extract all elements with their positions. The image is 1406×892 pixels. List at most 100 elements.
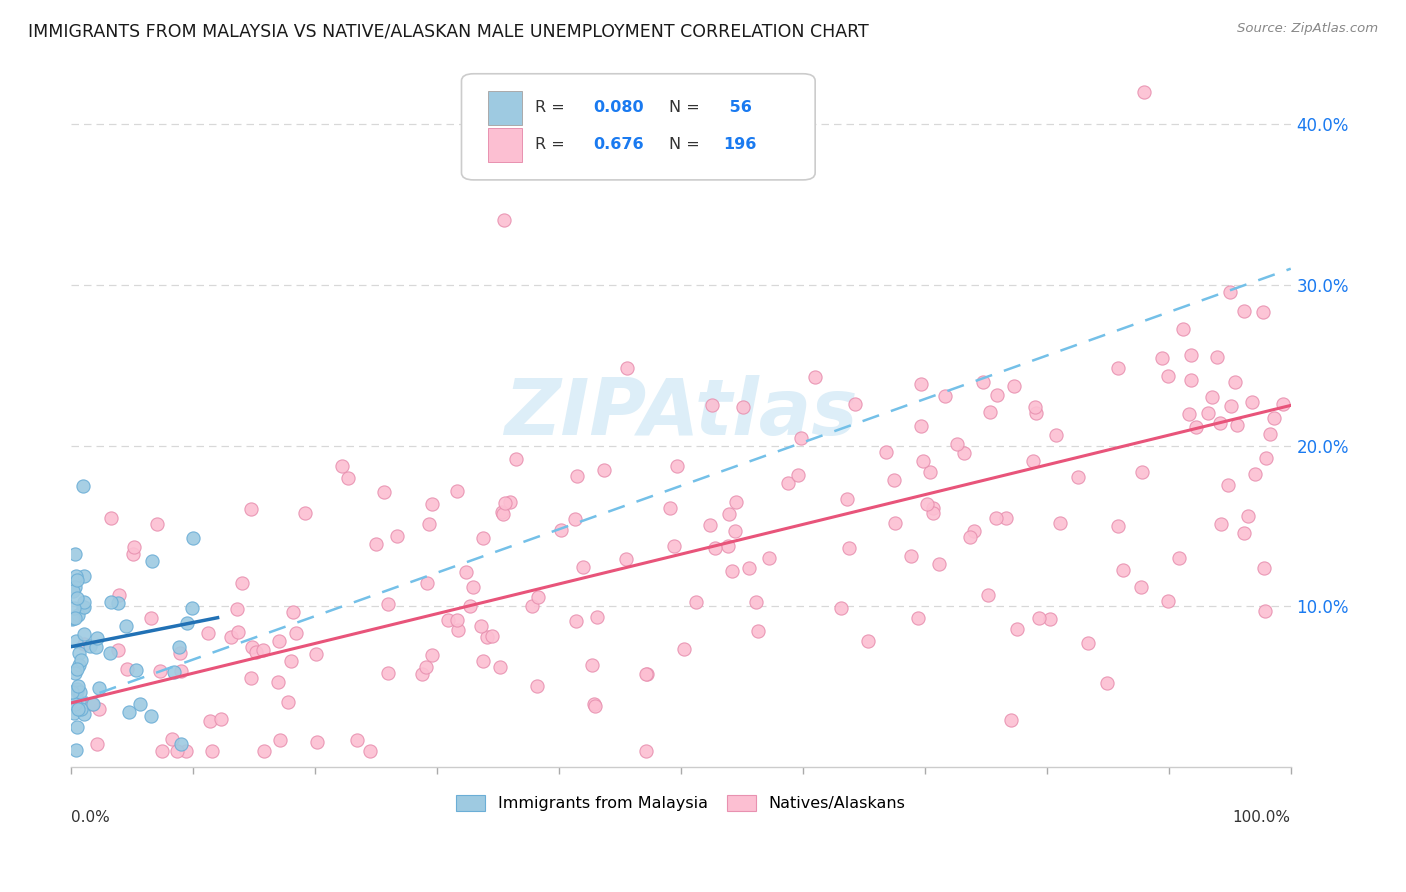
- Point: [283, 605, 305, 619]
- Point: [1107, 518, 1129, 533]
- Point: [65, 580, 87, 594]
- Point: [1112, 563, 1135, 577]
- Point: [180, 601, 202, 615]
- Point: [118, 705, 141, 719]
- Point: [100, 510, 122, 524]
- Point: [491, 507, 513, 521]
- Point: [1025, 406, 1047, 420]
- Point: [915, 497, 938, 511]
- Point: [481, 629, 503, 643]
- Point: [977, 588, 1000, 602]
- Point: [1237, 508, 1260, 523]
- Point: [62, 706, 84, 720]
- Point: [269, 732, 291, 747]
- Point: [616, 361, 638, 376]
- Text: N =: N =: [669, 137, 704, 152]
- Point: [1223, 376, 1246, 390]
- Point: [952, 446, 974, 460]
- FancyBboxPatch shape: [488, 128, 523, 161]
- Point: [84, 640, 107, 655]
- Point: [461, 580, 484, 594]
- Point: [385, 528, 408, 542]
- Point: [1177, 407, 1199, 421]
- Point: [437, 613, 460, 627]
- Point: [280, 654, 302, 668]
- Point: [67, 702, 90, 716]
- Legend: Immigrants from Malaysia, Natives/Alaskans: Immigrants from Malaysia, Natives/Alaska…: [449, 788, 914, 820]
- Point: [1256, 451, 1278, 466]
- Point: [79, 639, 101, 653]
- Point: [446, 613, 468, 627]
- Point: [717, 507, 740, 521]
- Point: [336, 470, 359, 484]
- Point: [346, 733, 368, 747]
- Point: [564, 512, 586, 526]
- Point: [80, 697, 103, 711]
- Point: [63, 547, 86, 561]
- Point: [139, 610, 162, 624]
- Point: [65, 743, 87, 757]
- Point: [226, 602, 249, 616]
- Point: [910, 377, 932, 392]
- Point: [181, 531, 204, 545]
- Point: [117, 662, 139, 676]
- Point: [69, 685, 91, 699]
- Point: [1133, 85, 1156, 99]
- Point: [499, 494, 522, 508]
- Point: [572, 559, 595, 574]
- Point: [63, 665, 86, 680]
- Point: [699, 517, 721, 532]
- Point: [1022, 454, 1045, 468]
- Point: [73, 595, 96, 609]
- Point: [1240, 394, 1263, 409]
- Point: [240, 671, 263, 685]
- Point: [1067, 470, 1090, 484]
- Point: [62, 600, 84, 615]
- Point: [472, 531, 495, 545]
- Point: [115, 619, 138, 633]
- Point: [66, 662, 89, 676]
- Point: [415, 575, 437, 590]
- Point: [1171, 322, 1194, 336]
- Point: [1244, 467, 1267, 482]
- Point: [804, 370, 827, 384]
- Point: [1107, 360, 1129, 375]
- Point: [979, 405, 1001, 419]
- Point: [1039, 612, 1062, 626]
- Point: [550, 524, 572, 538]
- Point: [912, 454, 935, 468]
- Point: [373, 485, 395, 500]
- Point: [170, 737, 193, 751]
- Point: [62, 583, 84, 598]
- Point: [252, 643, 274, 657]
- Point: [972, 375, 994, 389]
- Point: [1049, 516, 1071, 530]
- Point: [907, 611, 929, 625]
- Point: [790, 431, 813, 445]
- Point: [1157, 593, 1180, 607]
- Point: [415, 660, 437, 674]
- Point: [758, 551, 780, 566]
- Point: [995, 511, 1018, 525]
- Point: [294, 506, 316, 520]
- Point: [304, 647, 326, 661]
- Point: [169, 664, 191, 678]
- Point: [685, 595, 707, 609]
- Point: [1216, 478, 1239, 492]
- Point: [122, 540, 145, 554]
- Point: [1167, 551, 1189, 566]
- Point: [1024, 400, 1046, 414]
- Point: [1002, 379, 1025, 393]
- Point: [1219, 400, 1241, 414]
- Point: [226, 624, 249, 639]
- Point: [946, 437, 969, 451]
- Point: [73, 599, 96, 614]
- Point: [245, 645, 267, 659]
- Point: [1028, 611, 1050, 625]
- Point: [658, 501, 681, 516]
- Point: [108, 588, 131, 602]
- Text: 100.0%: 100.0%: [1233, 810, 1291, 825]
- Point: [70, 701, 93, 715]
- Point: [411, 666, 433, 681]
- Point: [725, 494, 748, 508]
